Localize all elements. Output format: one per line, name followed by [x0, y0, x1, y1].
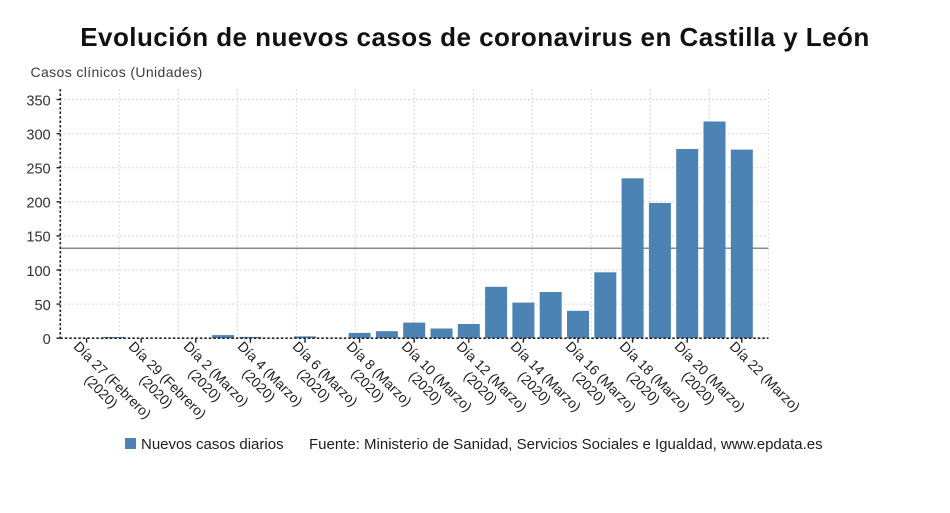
svg-text:150: 150 — [26, 230, 50, 246]
svg-text:50: 50 — [34, 298, 50, 314]
svg-text:100: 100 — [26, 264, 50, 280]
svg-text:200: 200 — [26, 196, 50, 212]
svg-text:350: 350 — [26, 93, 50, 109]
svg-text:300: 300 — [26, 127, 50, 143]
svg-text:250: 250 — [26, 162, 50, 178]
svg-text:0: 0 — [43, 332, 51, 348]
